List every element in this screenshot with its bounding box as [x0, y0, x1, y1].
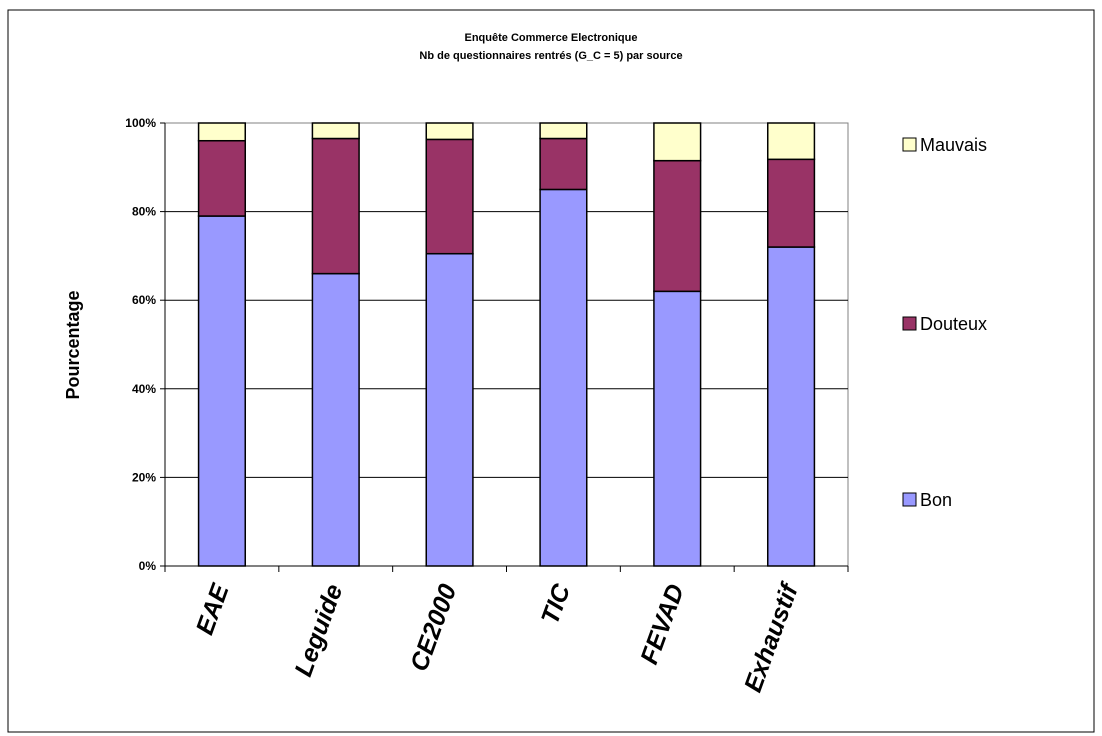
legend-label-douteux: Douteux	[920, 314, 987, 334]
bar-douteux-eae	[197, 139, 247, 217]
bar-bon-eae	[197, 215, 247, 567]
chart-title: Enquête Commerce Electronique	[465, 32, 638, 44]
bar-mauvais-tic	[539, 122, 588, 140]
y-tick-label: 100%	[125, 116, 156, 130]
legend: Mauvais Douteux Bon	[902, 135, 987, 510]
bar-douteux-ce2000	[425, 138, 474, 255]
legend-label-mauvais: Mauvais	[920, 135, 987, 155]
bar-mauvais-ce2000	[425, 122, 474, 141]
bar-bon-tic	[539, 188, 588, 567]
bar-bon-fevad	[653, 290, 702, 567]
legend-label-bon: Bon	[920, 490, 952, 510]
y-tick-label: 40%	[132, 382, 156, 396]
chart-subtitle: Nb de questionnaires rentrés (G_C = 5) p…	[419, 50, 682, 62]
bar-douteux-leguide	[311, 137, 360, 275]
bar-mauvais-fevad	[653, 122, 702, 162]
bar-mauvais-leguide	[311, 122, 360, 140]
y-tick-label: 0%	[139, 559, 157, 573]
y-tick-label: 60%	[132, 293, 156, 307]
y-tick-label: 80%	[132, 205, 156, 219]
axes	[160, 122, 849, 572]
y-axis-label: Pourcentage	[63, 290, 83, 399]
bar-bon-exhaustif	[766, 246, 816, 567]
legend-swatch-douteux	[902, 316, 917, 331]
y-tick-labels: 0% 20% 40% 60% 80% 100%	[125, 116, 156, 573]
bar-douteux-fevad	[653, 159, 702, 293]
bar-douteux-tic	[539, 137, 588, 191]
legend-swatch-bon	[902, 492, 917, 507]
bar-mauvais-eae	[197, 122, 247, 142]
bars	[197, 122, 816, 567]
bar-douteux-exhaustif	[766, 158, 816, 248]
y-tick-label: 20%	[132, 470, 156, 484]
bar-mauvais-exhaustif	[766, 122, 816, 161]
bar-bon-leguide	[311, 272, 360, 567]
legend-swatch-mauvais	[902, 137, 917, 152]
bar-bon-ce2000	[425, 252, 474, 567]
